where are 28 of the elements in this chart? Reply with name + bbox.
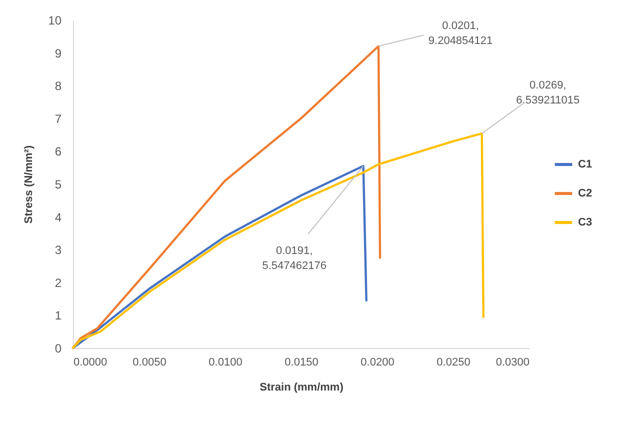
x-tick-label: 0.0300 [496, 356, 530, 368]
x-tick-label: 0.0000 [74, 356, 108, 368]
y-tick-label: 9 [54, 46, 62, 60]
y-tick-label: 6 [54, 144, 62, 159]
y-axis-title: Stress (N/mm²) [23, 145, 36, 224]
y-tick-label: 10 [48, 14, 62, 28]
x-tick-label: 0.0200 [360, 356, 394, 368]
y-tick-label: 2 [54, 276, 62, 290]
y-tick-label: 7 [54, 112, 62, 126]
annotation: 0.0201, 9.204854121 [428, 20, 493, 48]
x-tick-label: 0.0050 [132, 356, 166, 368]
y-tick-label: 4 [54, 210, 62, 224]
legend-label: C1 [578, 158, 592, 170]
line-series [72, 132, 484, 350]
y-tick-label: 5 [54, 178, 62, 192]
y-tick-label: 1 [54, 308, 62, 323]
annotation: 0.0191, 5.547462176 [262, 245, 326, 272]
annotation: 0.0269, 6.539211015 [516, 80, 580, 107]
legend-label: C2 [578, 188, 592, 200]
y-tick-label: 8 [54, 79, 62, 94]
x-tick-label: 0.0100 [208, 356, 242, 368]
line-series [72, 164, 368, 350]
x-axis-title: Strain (mm/mm) [260, 382, 344, 394]
x-tick-label: 0.0150 [284, 356, 318, 368]
legend-label: C3 [578, 216, 592, 228]
y-tick-label: 0 [54, 342, 62, 356]
x-tick-label: 0.0250 [436, 356, 470, 368]
y-tick-label: 3 [54, 243, 62, 258]
